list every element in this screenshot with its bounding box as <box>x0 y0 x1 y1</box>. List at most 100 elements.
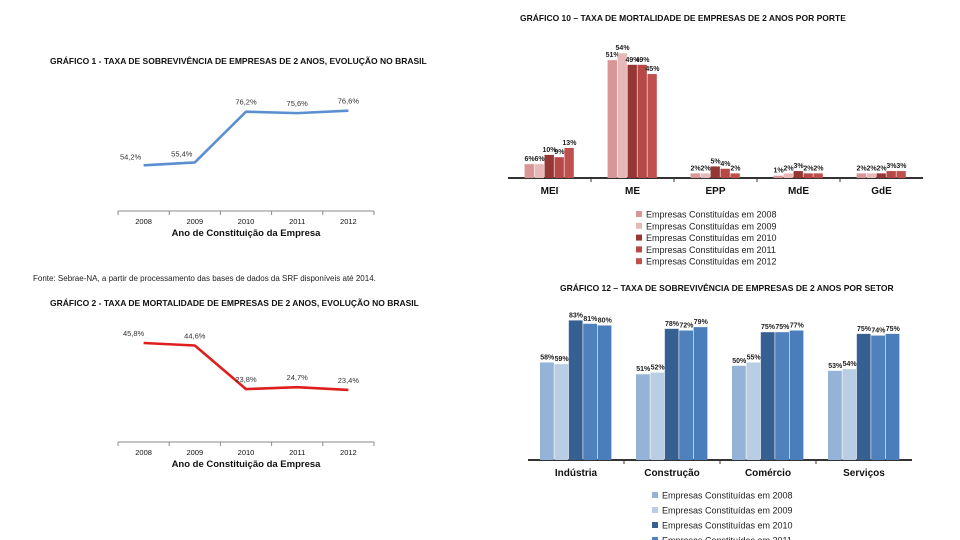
data-label: 9% <box>554 149 565 156</box>
chart2-title: GRÁFICO 2 - TAXA DE MORTALIDADE DE EMPRE… <box>50 298 419 308</box>
bar <box>583 323 597 460</box>
data-label: 83% <box>569 312 584 319</box>
data-label: 5% <box>710 158 721 165</box>
bar <box>540 362 554 460</box>
data-label: 76,2% <box>235 98 257 107</box>
data-label: 2% <box>866 165 877 172</box>
data-label: 75% <box>886 326 901 333</box>
data-label: 52% <box>651 365 666 372</box>
data-label: 81% <box>583 316 598 323</box>
data-label: 6% <box>534 156 545 163</box>
category-label: EPP <box>705 186 725 197</box>
series-line <box>143 341 349 392</box>
x-tick-label: 2012 <box>340 217 357 226</box>
legend-swatch <box>636 234 642 241</box>
bar <box>568 320 583 460</box>
data-label: 3% <box>793 163 804 170</box>
series-line <box>143 109 349 167</box>
bar <box>544 154 554 178</box>
data-label: 79% <box>694 319 709 326</box>
data-label: 50% <box>732 358 747 365</box>
bar <box>564 147 574 178</box>
legend-label: Empresas Constituídas em 2011 <box>646 245 776 255</box>
bar <box>679 330 693 460</box>
x-tick-label: 2012 <box>340 448 357 457</box>
bar <box>710 166 720 178</box>
bar <box>554 364 569 460</box>
legend-label: Empresas Constituídas em 2008 <box>662 491 793 501</box>
chart1-title: GRÁFICO 1 - TAXA DE SOBREVIVÊNCIA DE EMP… <box>50 56 427 66</box>
legend-label: Empresas Constituídas em 2010 <box>662 521 793 531</box>
data-label: 49% <box>625 57 640 64</box>
bar <box>775 332 789 460</box>
bar <box>760 332 775 460</box>
bar <box>700 173 710 178</box>
legend-label: Empresas Constituídas em 2008 <box>646 210 777 220</box>
bar <box>597 325 612 460</box>
bar <box>690 173 700 178</box>
bar <box>783 173 793 178</box>
x-tick-label: 2008 <box>135 448 152 457</box>
x-tick-label: 2010 <box>238 448 255 457</box>
x-tick-label: 2010 <box>238 217 255 226</box>
data-label: 75,6% <box>287 99 309 108</box>
data-label: 2% <box>803 165 814 172</box>
data-label: 51% <box>606 52 621 59</box>
data-label: 1% <box>774 168 785 175</box>
bar <box>803 173 813 178</box>
legend-label: Empresas Constituídas em 2011 <box>662 536 792 540</box>
bar <box>793 171 803 178</box>
category-label: Construção <box>644 468 700 479</box>
bar <box>664 328 679 460</box>
data-label: 51% <box>636 366 651 373</box>
data-label: 76,6% <box>338 97 360 106</box>
category-label: MdE <box>788 186 809 197</box>
data-label: 75% <box>761 324 776 331</box>
data-label: 75% <box>775 324 790 331</box>
data-label: 58% <box>540 354 555 361</box>
x-tick-label: 2008 <box>135 217 152 226</box>
x-tick-label: 2011 <box>289 448 305 457</box>
data-label: 44,6% <box>184 332 206 341</box>
data-label: 10% <box>542 147 557 154</box>
legend-label: Empresas Constituídas em 2012 <box>646 257 777 267</box>
bar <box>627 64 637 178</box>
bar <box>789 330 804 460</box>
legend-label: Empresas Constituídas em 2009 <box>646 221 777 231</box>
data-label: 54% <box>616 45 631 52</box>
data-label: 55,4% <box>171 149 193 158</box>
bar <box>871 335 885 460</box>
bar <box>866 173 876 178</box>
data-label: 49% <box>635 57 650 64</box>
bar <box>856 333 871 460</box>
bar <box>842 369 857 460</box>
data-label: 2% <box>813 165 824 172</box>
bar <box>828 370 842 460</box>
data-label: 24,7% <box>287 373 309 382</box>
data-label: 3% <box>896 163 907 170</box>
bar <box>636 374 650 460</box>
legend-label: Empresas Constituídas em 2010 <box>646 233 777 243</box>
bar <box>813 173 823 178</box>
category-label: MEI <box>541 186 559 197</box>
data-label: 59% <box>555 356 570 363</box>
data-label: 6% <box>525 156 536 163</box>
data-label: 3% <box>886 163 897 170</box>
source-note: Fonte: Sebrae-NA, a partir de processame… <box>33 274 376 283</box>
bar <box>524 164 534 178</box>
data-label: 2% <box>876 165 887 172</box>
data-label: 54,2% <box>120 152 142 161</box>
legend-swatch <box>652 537 658 540</box>
bar <box>885 333 900 460</box>
data-label: 55% <box>747 354 762 361</box>
data-label: 2% <box>783 165 794 172</box>
data-label: 54% <box>843 361 858 368</box>
data-label: 2% <box>691 165 702 172</box>
data-label: 23,8% <box>235 375 257 384</box>
bar <box>773 175 783 178</box>
bar <box>693 327 708 460</box>
legend-swatch <box>636 222 642 229</box>
bar <box>746 362 761 460</box>
